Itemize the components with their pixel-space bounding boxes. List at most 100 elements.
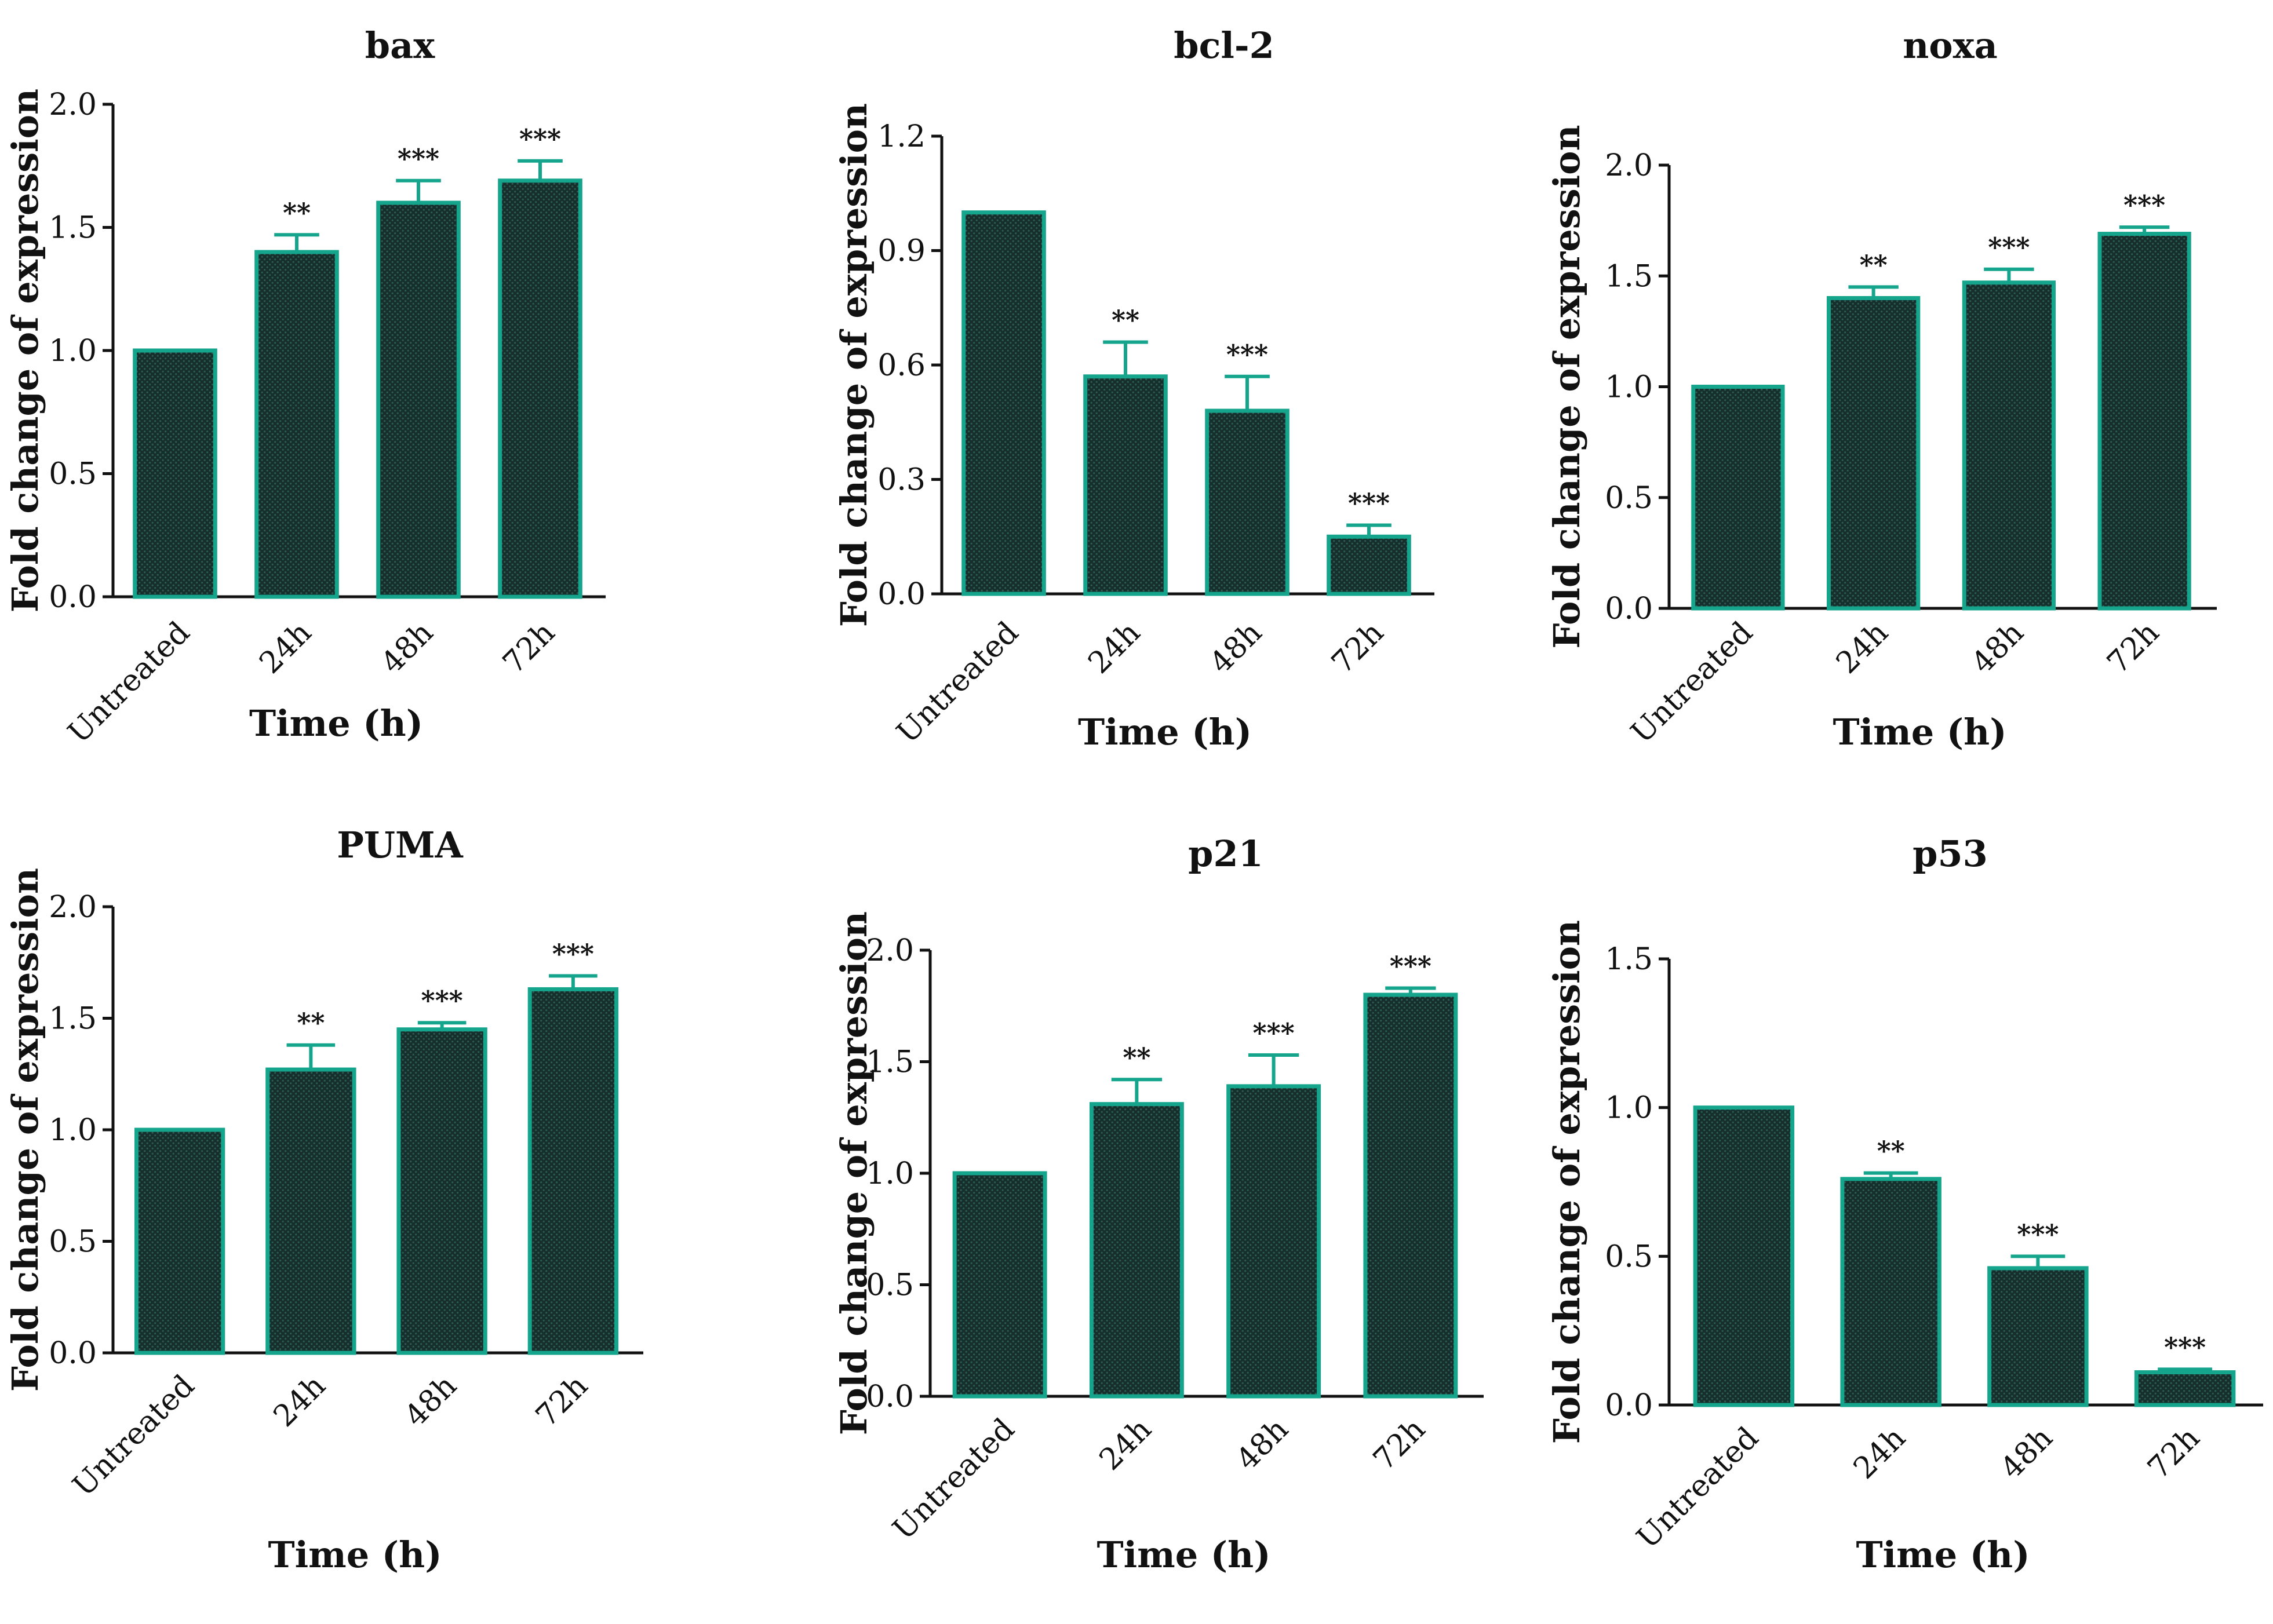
y-tick-label: 1.5 [1605, 942, 1653, 977]
significance-label: *** [1253, 1017, 1295, 1049]
x-tick-label: 72h [2100, 615, 2166, 681]
significance-label: *** [1390, 950, 1431, 981]
bar [254, 250, 339, 599]
chart-panel-3: PUMA 0.0 0.5 1.0 1.5 2.0 Untreated ** 24h *** 48h *… [4, 824, 643, 1576]
significance-label: *** [421, 985, 463, 1016]
significance-label: *** [2123, 189, 2165, 221]
chart-title: p21 [1188, 833, 1263, 875]
bar [1840, 1177, 1941, 1407]
bar [265, 1067, 356, 1355]
y-tick-label: 0.0 [49, 580, 97, 615]
x-tick-label: 72h [529, 1368, 595, 1434]
bar [133, 348, 217, 599]
y-tick-label: 0.0 [1605, 1388, 1653, 1423]
y-tick-label: 1.5 [49, 211, 97, 246]
y-axis-label: Fold change of expression [4, 89, 46, 612]
x-tick-label: Untreated [1630, 1421, 1765, 1556]
y-tick-label: 0.5 [1605, 481, 1653, 516]
x-tick-label: 24h [1081, 615, 1147, 681]
x-tick-label: 24h [1847, 1421, 1913, 1486]
x-tick-label: Untreated [61, 615, 196, 750]
bar [1363, 992, 1458, 1399]
bar [1083, 374, 1168, 596]
y-tick-label: 0.5 [866, 1268, 914, 1303]
y-tick-label: 0.0 [866, 1380, 914, 1414]
y-tick-label: 0.0 [877, 577, 926, 612]
significance-label: ** [1112, 305, 1139, 336]
x-tick-label: 48h [1994, 1421, 2060, 1486]
x-tick-label: Untreated [66, 1368, 201, 1503]
bar [1962, 280, 2056, 611]
bar [1205, 408, 1290, 596]
significance-label: ** [1123, 1042, 1150, 1073]
y-axis-label: Fold change of expression [833, 103, 875, 627]
bar [396, 1027, 487, 1355]
x-tick-label: 48h [398, 1368, 464, 1434]
y-tick-label: 0.6 [877, 348, 926, 383]
y-tick-label: 2.0 [49, 890, 97, 925]
chart-title: noxa [1903, 24, 1998, 67]
y-tick-label: 0.5 [49, 457, 97, 492]
x-tick-label: 24h [1830, 615, 1895, 681]
y-tick-label: 1.0 [49, 334, 97, 368]
y-tick-label: 2.0 [49, 87, 97, 122]
y-axis-label: Fold change of expression [1546, 920, 1588, 1444]
chart-title: p53 [1913, 833, 1988, 875]
bar [134, 1127, 225, 1355]
x-axis-label: Time (h) [249, 702, 423, 745]
x-tick-label: 24h [1093, 1412, 1159, 1477]
significance-label: ** [283, 197, 311, 228]
x-axis-label: Time (h) [268, 1534, 442, 1576]
x-tick-label: 72h [496, 615, 562, 681]
significance-label: *** [552, 938, 594, 969]
significance-label: ** [1860, 249, 1888, 280]
y-tick-label: 0.5 [49, 1225, 97, 1260]
x-tick-label: 72h [1325, 615, 1390, 681]
y-tick-label: 1.5 [866, 1045, 914, 1080]
y-axis-label: Fold change of expression [1546, 125, 1588, 648]
y-tick-label: 2.0 [866, 933, 914, 968]
y-tick-label: 0.9 [877, 234, 926, 269]
y-tick-label: 0.3 [877, 463, 926, 498]
x-tick-label: Untreated [890, 615, 1025, 750]
x-axis-label: Time (h) [1833, 711, 2006, 753]
chart-panel-5: p53 0.0 0.5 1.0 1.5 Untreated ** 24h *** 48h *** 72… [1546, 833, 2263, 1576]
y-tick-label: 1.5 [49, 1002, 97, 1037]
bar [2097, 232, 2191, 611]
y-tick-label: 2.0 [1605, 148, 1653, 183]
x-tick-label: 48h [374, 615, 440, 681]
significance-label: *** [1988, 232, 2030, 263]
bar [961, 210, 1046, 596]
significance-label: *** [2017, 1218, 2059, 1250]
bar [1089, 1102, 1184, 1399]
x-tick-label: Untreated [1624, 615, 1760, 750]
bar [952, 1171, 1047, 1399]
chart-panel-2: noxa 0.0 0.5 1.0 1.5 2.0 Untreated ** 24h *** 48h *… [1546, 24, 2217, 753]
bar [376, 200, 461, 599]
chart-title: bcl-2 [1174, 24, 1274, 67]
chart-title: PUMA [337, 824, 463, 866]
y-tick-label: 1.5 [1605, 259, 1653, 294]
chart-panel-0: bax 0.0 0.5 1.0 1.5 2.0 Untreated ** 24h *** 48h **… [4, 24, 606, 750]
y-axis-label: Fold change of expression [833, 911, 875, 1435]
x-tick-label: 24h [267, 1368, 333, 1434]
bar [1693, 1105, 1795, 1407]
x-tick-label: 48h [1965, 615, 2031, 681]
x-axis-label: Time (h) [1856, 1534, 2030, 1576]
bar [527, 987, 619, 1355]
y-tick-label: 0.0 [49, 1336, 97, 1371]
x-tick-label: Untreated [886, 1412, 1021, 1547]
bar [1826, 296, 1921, 611]
significance-label: *** [519, 123, 561, 155]
bar [1987, 1266, 2089, 1407]
significance-label: ** [297, 1008, 325, 1039]
bar [2134, 1370, 2236, 1407]
y-tick-label: 1.0 [866, 1156, 914, 1191]
significance-label: *** [1348, 488, 1390, 519]
chart-panel-4: p21 0.0 0.5 1.0 1.5 2.0 Untreated ** 24h *** 48h **… [833, 833, 1484, 1576]
x-axis-label: Time (h) [1078, 711, 1252, 753]
x-tick-label: 72h [2141, 1421, 2206, 1486]
chart-panel-1: bcl-2 0.0 0.3 0.6 0.9 1.2 Untreated ** 24h *** 48h… [833, 24, 1434, 753]
